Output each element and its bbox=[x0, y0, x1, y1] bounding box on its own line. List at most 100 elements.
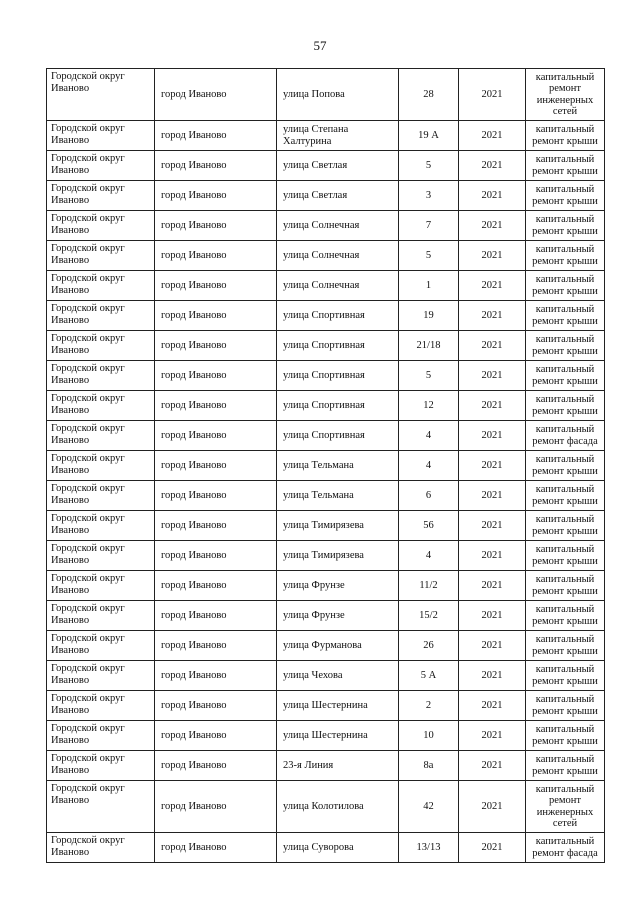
settlement-cell: город Иваново bbox=[154, 390, 277, 421]
street-cell: улица Тельмана bbox=[276, 450, 399, 481]
table-row: Городской округ Иваново город Иваново улиц… bbox=[46, 360, 605, 391]
year-cell: 2021 bbox=[458, 210, 526, 241]
work-type-cell: капитальный ремонт инженерных сетей bbox=[525, 68, 605, 121]
municipality-cell: Городской округ Иваново bbox=[46, 832, 155, 863]
municipality-cell: Городской округ Иваново bbox=[46, 450, 155, 481]
municipality-cell: Городской округ Иваново bbox=[46, 300, 155, 331]
street-cell: 23-я Линия bbox=[276, 750, 399, 781]
table-row: Городской округ Иваново город Иваново улиц… bbox=[46, 510, 605, 541]
work-type-cell: капитальный ремонт крыши bbox=[525, 360, 605, 391]
work-type-cell: капитальный ремонт крыши bbox=[525, 690, 605, 721]
table-row: Городской округ Иваново город Иваново улиц… bbox=[46, 480, 605, 511]
municipality-cell: Городской округ Иваново bbox=[46, 780, 155, 833]
work-type-cell: капитальный ремонт крыши bbox=[525, 540, 605, 571]
table-row: Городской округ Иваново город Иваново улиц… bbox=[46, 240, 605, 271]
settlement-cell: город Иваново bbox=[154, 780, 277, 833]
table-row: Городской округ Иваново город Иваново улиц… bbox=[46, 660, 605, 691]
street-cell: улица Спортивная bbox=[276, 300, 399, 331]
work-type-cell: капитальный ремонт крыши bbox=[525, 600, 605, 631]
house-number-cell: 1 bbox=[398, 270, 459, 301]
municipality-cell: Городской округ Иваново bbox=[46, 390, 155, 421]
municipality-cell: Городской округ Иваново bbox=[46, 690, 155, 721]
work-type-cell: капитальный ремонт крыши bbox=[525, 750, 605, 781]
house-number-cell: 5 А bbox=[398, 660, 459, 691]
table-row: Городской округ Иваново город Иваново улиц… bbox=[46, 300, 605, 331]
year-cell: 2021 bbox=[458, 832, 526, 863]
house-number-cell: 12 bbox=[398, 390, 459, 421]
table-row: Городской округ Иваново город Иваново улиц… bbox=[46, 390, 605, 421]
settlement-cell: город Иваново bbox=[154, 360, 277, 391]
street-cell: улица Фурманова bbox=[276, 630, 399, 661]
year-cell: 2021 bbox=[458, 390, 526, 421]
settlement-cell: город Иваново bbox=[154, 450, 277, 481]
work-type-cell: капитальный ремонт фасада bbox=[525, 832, 605, 863]
work-type-cell: капитальный ремонт крыши bbox=[525, 630, 605, 661]
settlement-cell: город Иваново bbox=[154, 270, 277, 301]
work-type-cell: капитальный ремонт крыши bbox=[525, 720, 605, 751]
house-number-cell: 5 bbox=[398, 240, 459, 271]
street-cell: улица Шестернина bbox=[276, 690, 399, 721]
municipality-cell: Городской округ Иваново bbox=[46, 420, 155, 451]
municipality-cell: Городской округ Иваново bbox=[46, 180, 155, 211]
street-cell: улица Чехова bbox=[276, 660, 399, 691]
work-type-cell: капитальный ремонт крыши bbox=[525, 510, 605, 541]
house-number-cell: 19 bbox=[398, 300, 459, 331]
table: Городской округ Иваново город Иваново улиц… bbox=[46, 68, 605, 863]
municipality-cell: Городской округ Иваново bbox=[46, 240, 155, 271]
municipality-cell: Городской округ Иваново bbox=[46, 68, 155, 121]
house-number-cell: 56 bbox=[398, 510, 459, 541]
street-cell: улица Тимирязева bbox=[276, 540, 399, 571]
work-type-cell: капитальный ремонт крыши bbox=[525, 480, 605, 511]
year-cell: 2021 bbox=[458, 300, 526, 331]
year-cell: 2021 bbox=[458, 720, 526, 751]
municipality-cell: Городской округ Иваново bbox=[46, 150, 155, 181]
street-cell: улица Спортивная bbox=[276, 390, 399, 421]
street-cell: улица Солнечная bbox=[276, 210, 399, 241]
settlement-cell: город Иваново bbox=[154, 480, 277, 511]
page-number: 57 bbox=[313, 38, 327, 53]
house-number-cell: 7 bbox=[398, 210, 459, 241]
year-cell: 2021 bbox=[458, 330, 526, 361]
street-cell: улица Тимирязева bbox=[276, 510, 399, 541]
year-cell: 2021 bbox=[458, 660, 526, 691]
settlement-cell: город Иваново bbox=[154, 150, 277, 181]
house-number-cell: 28 bbox=[398, 68, 459, 121]
house-number-cell: 13/13 bbox=[398, 832, 459, 863]
year-cell: 2021 bbox=[458, 750, 526, 781]
street-cell: улица Суворова bbox=[276, 832, 399, 863]
table-row: Городской округ Иваново город Иваново улиц… bbox=[46, 600, 605, 631]
year-cell: 2021 bbox=[458, 510, 526, 541]
year-cell: 2021 bbox=[458, 68, 526, 121]
table-row: Городской округ Иваново город Иваново улиц… bbox=[46, 780, 605, 833]
work-type-cell: капитальный ремонт крыши bbox=[525, 390, 605, 421]
municipality-cell: Городской округ Иваново bbox=[46, 210, 155, 241]
street-cell: улица Спортивная bbox=[276, 330, 399, 361]
work-type-cell: капитальный ремонт инженерных сетей bbox=[525, 780, 605, 833]
table-row: Городской округ Иваново город Иваново улиц… bbox=[46, 630, 605, 661]
year-cell: 2021 bbox=[458, 420, 526, 451]
table-row: Городской округ Иваново город Иваново 23-я… bbox=[46, 750, 605, 781]
house-number-cell: 26 bbox=[398, 630, 459, 661]
table-row: Городской округ Иваново город Иваново улиц… bbox=[46, 120, 605, 151]
street-cell: улица Степана Халтурина bbox=[276, 120, 399, 151]
municipality-cell: Городской округ Иваново bbox=[46, 750, 155, 781]
street-cell: улица Спортивная bbox=[276, 360, 399, 391]
settlement-cell: город Иваново bbox=[154, 210, 277, 241]
year-cell: 2021 bbox=[458, 480, 526, 511]
street-cell: улица Спортивная bbox=[276, 420, 399, 451]
house-number-cell: 4 bbox=[398, 420, 459, 451]
street-cell: улица Тельмана bbox=[276, 480, 399, 511]
table-row: Городской округ Иваново город Иваново улиц… bbox=[46, 570, 605, 601]
municipality-cell: Городской округ Иваново bbox=[46, 360, 155, 391]
street-cell: улица Колотилова bbox=[276, 780, 399, 833]
settlement-cell: город Иваново bbox=[154, 120, 277, 151]
work-type-cell: капитальный ремонт крыши bbox=[525, 450, 605, 481]
table-row: Городской округ Иваново город Иваново улиц… bbox=[46, 150, 605, 181]
work-type-cell: капитальный ремонт крыши bbox=[525, 570, 605, 601]
table-row: Городской округ Иваново город Иваново улиц… bbox=[46, 690, 605, 721]
house-number-cell: 10 bbox=[398, 720, 459, 751]
year-cell: 2021 bbox=[458, 180, 526, 211]
municipality-cell: Городской округ Иваново bbox=[46, 120, 155, 151]
house-number-cell: 8а bbox=[398, 750, 459, 781]
settlement-cell: город Иваново bbox=[154, 570, 277, 601]
